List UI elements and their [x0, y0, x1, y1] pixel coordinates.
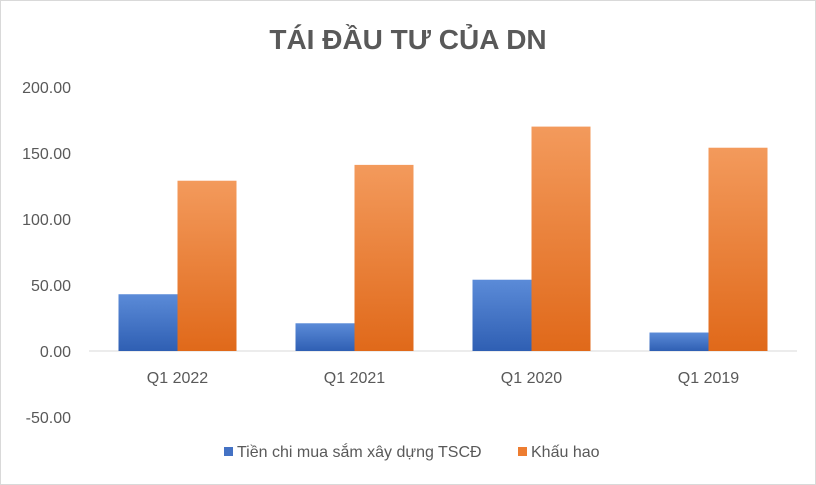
bar-depreciation	[177, 180, 237, 351]
x-axis-categories: Q1 2022 Q1 2021 Q1 2020 Q1 2019	[147, 370, 739, 387]
legend-label: Khấu hao	[531, 444, 600, 461]
bar-depreciation	[531, 126, 591, 351]
legend-label: Tiền chi mua sắm xây dựng TSCĐ	[237, 442, 482, 461]
x-category-label: Q1 2019	[678, 370, 739, 387]
y-tick-label: -50.00	[26, 410, 71, 427]
bar-depreciation	[708, 147, 768, 351]
y-tick-label: 150.00	[22, 146, 71, 163]
bar-capex	[295, 323, 355, 351]
chart-title: TÁI ĐẦU TƯ CỦA DN	[269, 23, 546, 55]
bar-capex	[472, 279, 532, 351]
y-axis-ticks: 200.00 150.00 100.00 50.00 0.00 -50.00	[22, 80, 71, 427]
legend-swatch	[518, 447, 527, 456]
x-category-label: Q1 2022	[147, 370, 208, 387]
x-category-label: Q1 2021	[324, 370, 385, 387]
y-tick-label: 200.00	[22, 80, 71, 97]
bar-depreciation	[354, 164, 414, 351]
y-tick-label: 0.00	[40, 344, 71, 361]
bar-series	[118, 126, 768, 351]
y-tick-label: 100.00	[22, 212, 71, 229]
bar-capex	[118, 294, 178, 351]
legend-swatch	[224, 447, 233, 456]
bar-capex	[649, 332, 709, 351]
x-category-label: Q1 2020	[501, 370, 562, 387]
legend: Tiền chi mua sắm xây dựng TSCĐ Khấu hao	[224, 442, 600, 461]
y-tick-label: 50.00	[31, 278, 71, 295]
